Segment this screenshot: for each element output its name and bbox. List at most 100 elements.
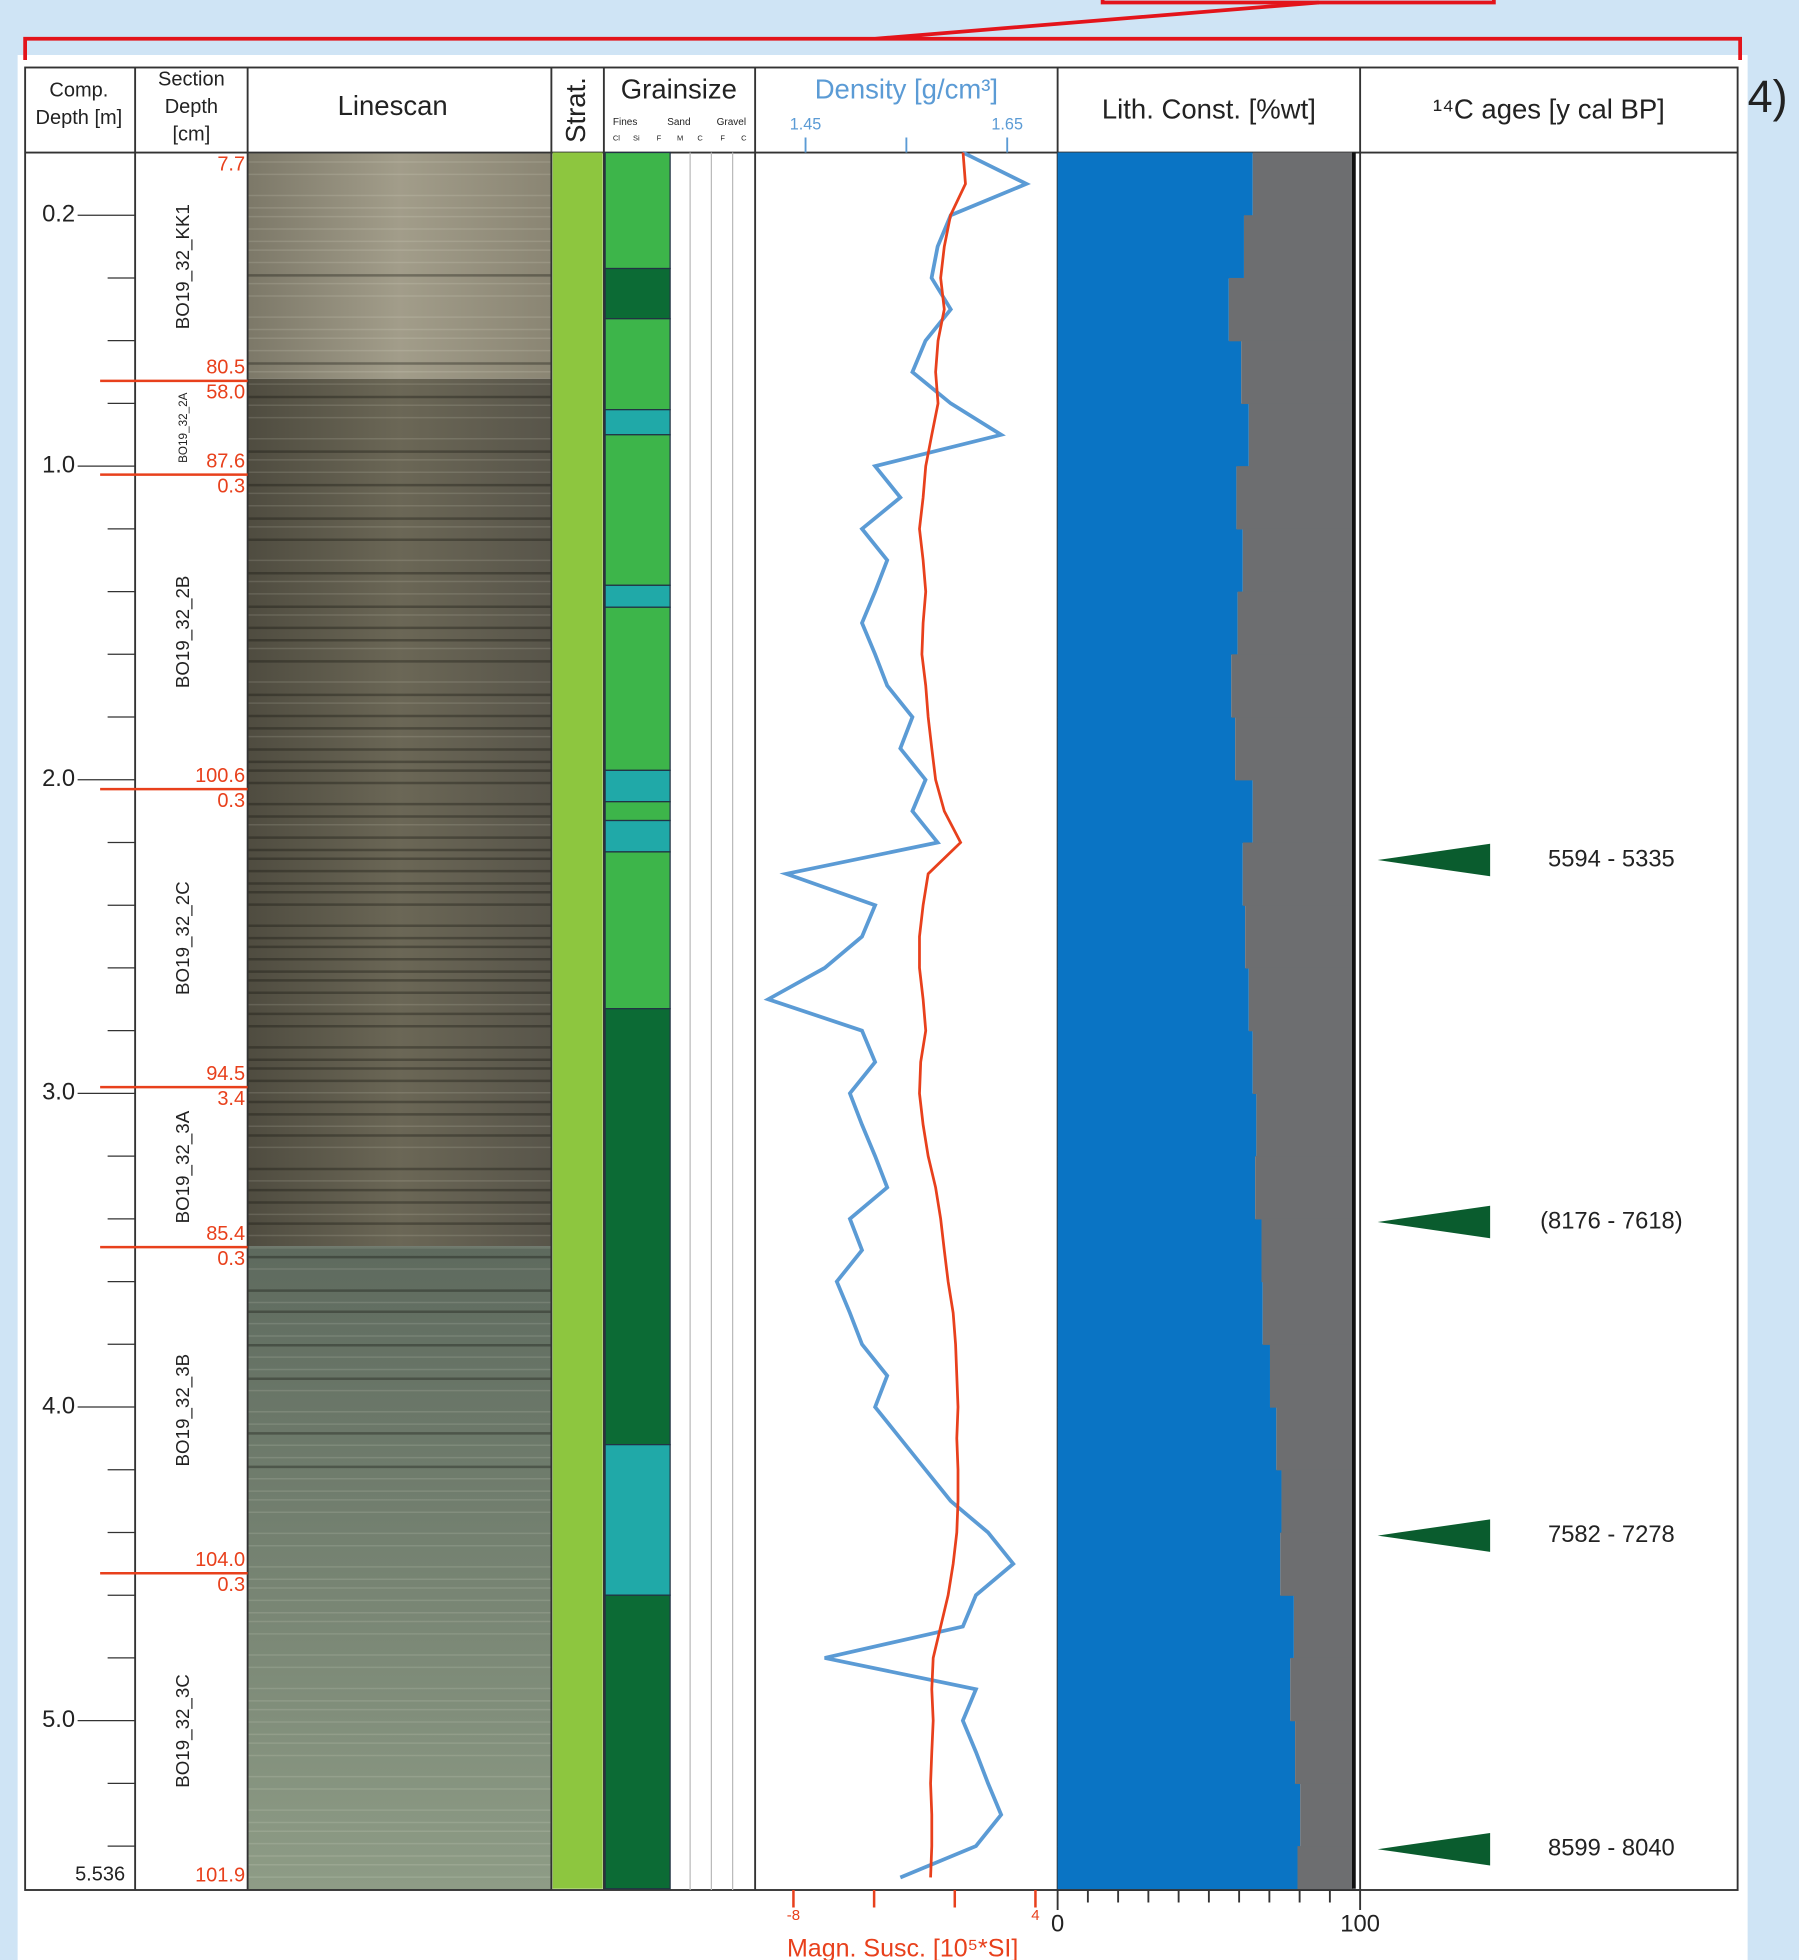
linescan-streak xyxy=(248,1180,552,1182)
linescan-streak xyxy=(248,316,552,318)
lith-segment xyxy=(1253,1031,1353,1094)
lith-segment xyxy=(1058,1407,1277,1470)
y-tick-label: 2.0 xyxy=(42,765,75,792)
age-label: (8176 - 7618) xyxy=(1540,1207,1683,1234)
lith-segment xyxy=(1256,1093,1352,1156)
density-tick-label: 1.45 xyxy=(790,115,822,133)
linescan-streak xyxy=(248,1490,552,1492)
lith-segment xyxy=(1244,215,1353,278)
linescan-streak xyxy=(248,1457,552,1459)
lith-segment xyxy=(1058,341,1242,404)
header: Comp. xyxy=(49,80,108,102)
linescan-streak xyxy=(248,1369,552,1371)
linescan-streak xyxy=(248,1247,552,1249)
lith-segment xyxy=(1058,403,1249,466)
section-name: BO19_32_3A xyxy=(172,1110,194,1223)
linescan-streak xyxy=(248,815,552,818)
linescan-streak xyxy=(248,1356,552,1357)
lith-segment xyxy=(1241,341,1352,404)
linescan-streak xyxy=(248,1831,552,1833)
grainsize-group: Gravel xyxy=(717,117,746,128)
linescan-streak xyxy=(248,1734,552,1736)
linescan-streak xyxy=(248,493,552,495)
strat-unit xyxy=(553,153,603,1889)
section-top-label: 0.3 xyxy=(217,475,245,497)
lith-segment xyxy=(1058,1783,1301,1846)
section-top-label: 7.7 xyxy=(217,153,245,175)
header: Section xyxy=(158,68,225,90)
magsus-axis-title: Magn. Susc. [10⁵*SI] xyxy=(787,1935,1018,1960)
section-name: BO19_32_2C xyxy=(172,881,194,995)
linescan-streak xyxy=(248,572,552,575)
linescan-streak xyxy=(248,1046,552,1049)
grainsize-class: F xyxy=(657,134,662,143)
lith-segment xyxy=(1058,1721,1295,1784)
linescan-streak xyxy=(248,614,552,616)
linescan-streak xyxy=(248,1755,552,1757)
lith-segment xyxy=(1058,1219,1262,1282)
linescan-streak xyxy=(248,174,552,175)
linescan-streak xyxy=(248,1134,552,1137)
lith-segment xyxy=(1058,842,1243,905)
linescan-streak xyxy=(248,1222,552,1225)
linescan-streak xyxy=(248,1587,552,1589)
magsus-tick-label: 4 xyxy=(1031,1907,1039,1924)
linescan-streak xyxy=(248,1776,552,1777)
linescan-streak xyxy=(248,262,552,264)
lith-tick-label: 100 xyxy=(1340,1910,1380,1937)
y-tick-label: 5.536 xyxy=(75,1863,125,1885)
lith-segment xyxy=(1058,1595,1294,1658)
linescan-streak xyxy=(248,383,552,385)
linescan-streak xyxy=(248,1335,552,1336)
lith-segment xyxy=(1058,1031,1253,1094)
linescan-streak xyxy=(248,1512,552,1513)
linescan-streak xyxy=(248,992,552,995)
linescan-streak xyxy=(248,858,552,861)
linescan-streak xyxy=(248,979,552,982)
linescan-streak xyxy=(248,639,552,642)
header: Grainsize xyxy=(621,74,737,105)
header: Depth xyxy=(165,96,218,118)
linescan-streak xyxy=(248,1855,552,1856)
linescan-streak xyxy=(248,249,552,251)
linescan-streak xyxy=(248,472,552,474)
figure: 4) Comp. Depth [m] Section Depth [cm] Li… xyxy=(0,0,1799,1960)
linescan-streak xyxy=(248,1113,552,1116)
linescan-streak xyxy=(248,526,552,528)
lith-segment xyxy=(1058,1282,1263,1345)
linescan-streak xyxy=(248,715,552,718)
lith-segment xyxy=(1253,153,1353,216)
linescan-streak xyxy=(248,338,552,340)
linescan-streak xyxy=(248,660,552,663)
grainsize-unit xyxy=(605,1445,670,1596)
linescan-streak xyxy=(248,274,552,277)
section-name: BO19_32_3C xyxy=(172,1674,194,1788)
linescan-streak xyxy=(248,903,552,906)
grainsize-unit xyxy=(605,319,670,410)
linescan-streak xyxy=(248,1067,552,1070)
section-bottom-label: 101.9 xyxy=(195,1865,245,1887)
lith-segment xyxy=(1231,654,1352,717)
section-name: BO19_32_2B xyxy=(172,576,194,689)
lith-segment xyxy=(1235,717,1352,780)
linescan-streak xyxy=(248,295,552,297)
lith-segment xyxy=(1300,1783,1352,1846)
linescan-streak xyxy=(248,505,552,507)
y-tick-label: 4.0 xyxy=(42,1392,75,1419)
linescan-streak xyxy=(248,761,552,764)
linescan-streak xyxy=(248,958,552,961)
linescan-streak xyxy=(248,1843,552,1845)
lith-segment xyxy=(1280,1532,1352,1595)
linescan-streak xyxy=(248,1025,552,1028)
lith-segment xyxy=(1058,1470,1282,1533)
linescan-streak xyxy=(248,207,552,209)
header: Strat. xyxy=(560,77,591,143)
y-tick-label: 1.0 xyxy=(42,451,75,478)
linescan-streak xyxy=(248,946,552,949)
linescan-streak xyxy=(248,1013,552,1016)
linescan-streak xyxy=(248,702,552,704)
section-top-label: 0.3 xyxy=(217,790,245,812)
linescan-streak xyxy=(248,450,552,453)
linescan-streak xyxy=(248,970,552,973)
lith-segment xyxy=(1295,1721,1352,1784)
